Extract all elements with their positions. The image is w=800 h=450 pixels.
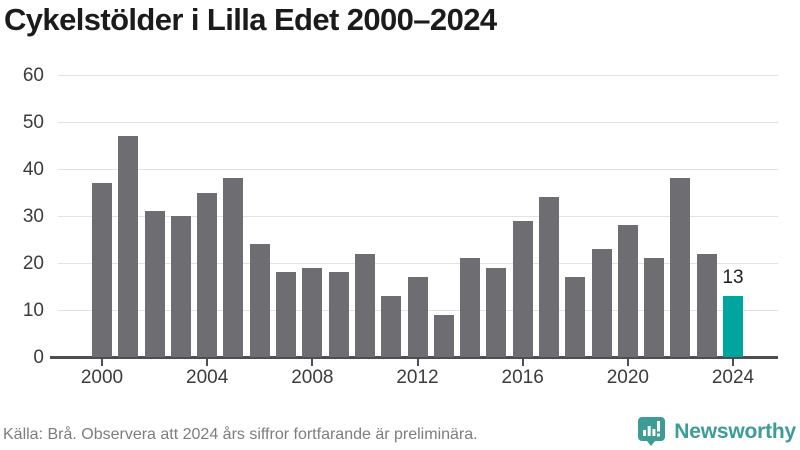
y-axis-tick-label: 50 — [22, 111, 44, 133]
newsworthy-logo: Newsworthy — [636, 416, 796, 447]
gridline-30 — [58, 215, 778, 217]
bar-2004 — [197, 192, 218, 357]
x-axis-tick-2012 — [416, 359, 419, 366]
bar-2019 — [591, 248, 612, 357]
bar-2012 — [407, 277, 428, 357]
bar-2005 — [223, 178, 244, 357]
bar-2007 — [276, 272, 297, 357]
bar-2023 — [696, 253, 717, 357]
y-axis-tick-label: 0 — [33, 346, 44, 368]
y-axis-tick-label: 40 — [22, 158, 44, 180]
gridline-50 — [58, 121, 778, 123]
x-axis-tick-label: 2024 — [711, 367, 755, 388]
y-axis-tick-label: 30 — [22, 205, 44, 227]
brand-name: Newsworthy — [674, 419, 796, 443]
bar-2001 — [118, 136, 139, 357]
x-axis-tick-label: 2000 — [80, 367, 124, 388]
bar-2002 — [144, 211, 165, 357]
x-axis-tick-2000 — [101, 359, 103, 366]
bar-2021 — [644, 258, 665, 357]
gridline-60 — [58, 74, 778, 76]
bar-2006 — [249, 244, 270, 357]
bar-2020 — [617, 225, 638, 357]
x-axis-tick-2004 — [206, 359, 209, 366]
x-axis-tick-2024 — [732, 359, 734, 366]
bar-2011 — [381, 295, 402, 357]
x-axis-tick-label: 2008 — [291, 367, 334, 388]
bar-2013 — [433, 314, 454, 357]
bar-2010 — [354, 253, 375, 357]
x-axis-tick-label: 2012 — [396, 367, 439, 388]
bar-2009 — [328, 272, 349, 357]
x-axis-tick-label: 2020 — [606, 367, 649, 388]
bar-2003 — [170, 216, 191, 357]
x-axis-line — [50, 356, 778, 359]
bar-2000 — [92, 183, 112, 357]
y-axis-tick-label: 20 — [22, 252, 44, 274]
highlight-value-label: 13 — [722, 266, 744, 288]
bar-2018 — [565, 277, 586, 357]
y-axis-tick-label: 60 — [22, 64, 44, 86]
x-axis-tick-label: 2016 — [501, 367, 544, 388]
y-axis-tick-label: 10 — [22, 299, 44, 321]
bar-2022 — [670, 178, 691, 357]
chart-title: Cykelstölder i Lilla Edet 2000–2024 — [4, 2, 497, 37]
bar-2008 — [302, 267, 323, 357]
bar-2015 — [486, 267, 507, 357]
footer: Källa: Brå. Observera att 2024 års siffr… — [0, 406, 800, 450]
bar-2017 — [538, 197, 559, 357]
x-axis-tick-2016 — [521, 359, 524, 366]
x-axis-tick-2008 — [311, 359, 314, 366]
bar-2024 — [723, 295, 743, 357]
bar-2014 — [460, 258, 481, 357]
x-axis-tick-label: 2004 — [186, 367, 229, 388]
source-note: Källa: Brå. Observera att 2024 års siffr… — [3, 426, 478, 443]
newsworthy-bubble-chart-icon — [636, 416, 667, 447]
gridline-40 — [58, 168, 778, 170]
bar-chart-plot: 0 10 20 30 40 50 60 2000 2004 2008 2012 2016 2020 202… — [22, 64, 778, 388]
x-axis-tick-2020 — [626, 359, 629, 366]
gridline-20 — [58, 262, 778, 264]
bar-2016 — [512, 220, 533, 357]
